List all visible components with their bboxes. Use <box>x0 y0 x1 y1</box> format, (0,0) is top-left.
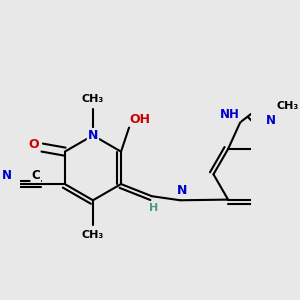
Text: N: N <box>2 169 11 182</box>
Text: C: C <box>31 169 40 182</box>
Text: H: H <box>149 202 158 213</box>
Text: N: N <box>88 129 98 142</box>
Text: CH₃: CH₃ <box>82 230 104 240</box>
Text: OH: OH <box>129 113 150 126</box>
Text: O: O <box>29 138 39 151</box>
Text: N: N <box>177 184 187 197</box>
Text: CH₃: CH₃ <box>276 101 298 111</box>
Text: CH₃: CH₃ <box>82 94 104 104</box>
Text: NH: NH <box>220 108 240 121</box>
Text: N: N <box>266 114 276 127</box>
